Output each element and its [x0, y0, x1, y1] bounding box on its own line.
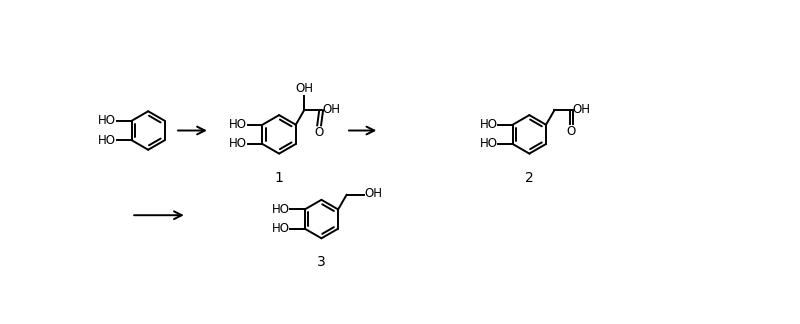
Text: HO: HO — [479, 118, 498, 131]
Text: HO: HO — [98, 114, 116, 127]
Text: HO: HO — [230, 137, 247, 150]
Text: 3: 3 — [317, 255, 326, 269]
Text: HO: HO — [479, 137, 498, 150]
Text: HO: HO — [272, 222, 290, 235]
Text: OH: OH — [322, 103, 340, 116]
Text: OH: OH — [295, 82, 314, 95]
Text: O: O — [567, 125, 576, 138]
Text: 2: 2 — [525, 170, 534, 185]
Text: HO: HO — [98, 133, 116, 147]
Text: HO: HO — [230, 118, 247, 131]
Text: HO: HO — [272, 203, 290, 216]
Text: O: O — [314, 126, 324, 139]
Text: 1: 1 — [274, 170, 283, 185]
Text: OH: OH — [572, 103, 590, 116]
Text: OH: OH — [364, 188, 382, 201]
